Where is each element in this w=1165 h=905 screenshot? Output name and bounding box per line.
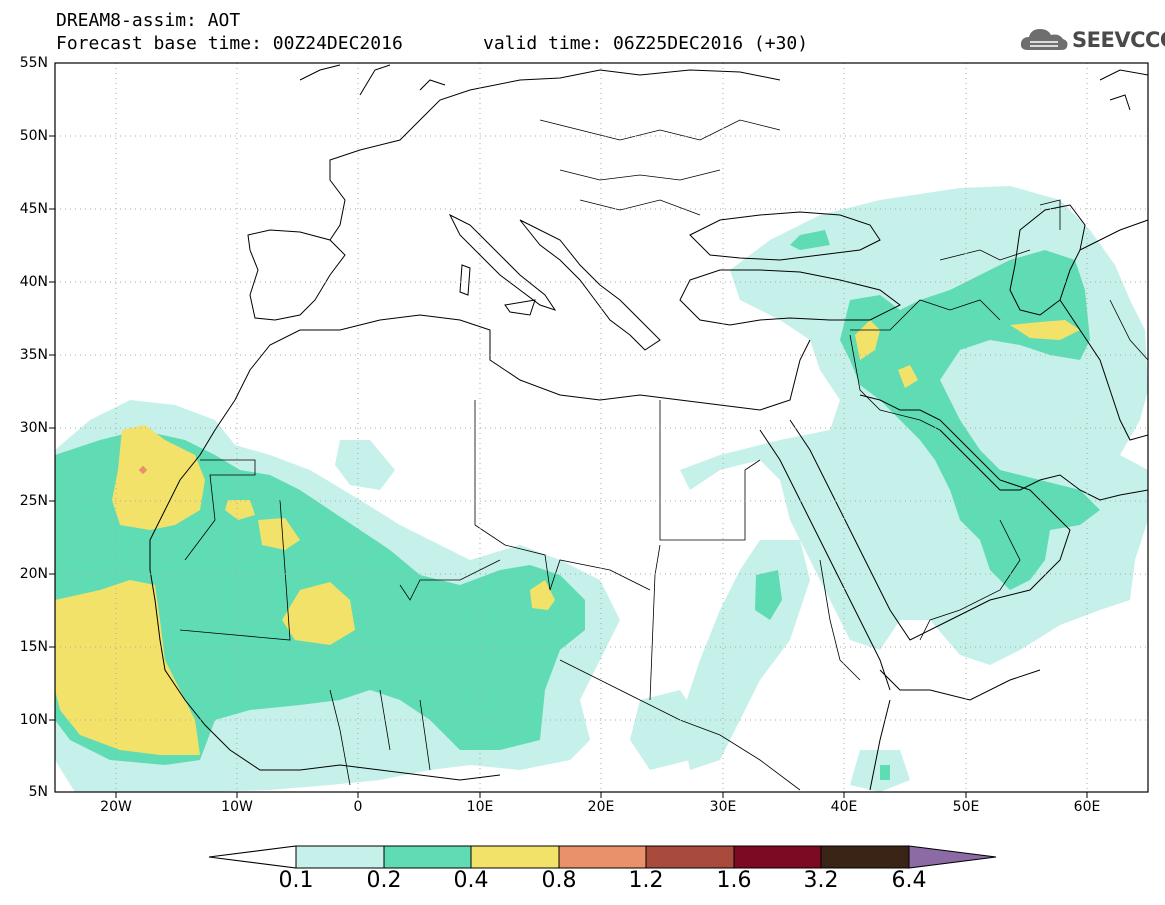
colorbar-label: 3.2	[803, 868, 839, 893]
valid-time: valid time: 06Z25DEC2016 (+30)	[483, 33, 809, 54]
colorbar-label: 0.2	[366, 868, 402, 893]
colorbar-label: 6.4	[891, 868, 927, 893]
lon-label: 20E	[587, 799, 615, 815]
colorbar-label: 0.8	[541, 868, 577, 893]
colorbar-bin-5	[645, 845, 735, 869]
coastlines	[149, 64, 1149, 791]
title-line-1: DREAM8-assim: AOT	[56, 10, 241, 31]
colorbar-over-arrow	[908, 845, 997, 869]
lat-label: 45N	[19, 201, 48, 217]
colorbar-label: 0.4	[453, 868, 489, 893]
lat-label: 5N	[28, 784, 48, 800]
colorbar-bin-6	[733, 845, 822, 869]
aot-level-0.4	[55, 320, 1080, 755]
lon-label: 0	[353, 799, 363, 815]
colorbar	[208, 845, 997, 869]
colorbar-label: 1.2	[628, 868, 664, 893]
lat-label: 15N	[19, 639, 48, 655]
lon-label: 40E	[830, 799, 858, 815]
lon-label: 50E	[952, 799, 980, 815]
cloud-icon	[1020, 29, 1068, 50]
lon-label: 60E	[1073, 799, 1101, 815]
seevccc-logo: SEEVCCC	[1018, 24, 1165, 56]
lat-label: 35N	[19, 347, 48, 363]
lat-label: 10N	[19, 712, 48, 728]
graticule	[55, 63, 1148, 792]
colorbar-bin-2	[383, 845, 472, 869]
title-line-2: Forecast base time: 00Z24DEC2016	[56, 33, 403, 54]
lon-label: 10E	[466, 799, 494, 815]
lat-label: 25N	[19, 493, 48, 509]
lat-label: 50N	[19, 128, 48, 144]
colorbar-under-arrow	[208, 845, 297, 869]
logo-text: SEEVCCC	[1072, 28, 1165, 52]
borders	[179, 119, 1149, 791]
colorbar-label: 1.6	[716, 868, 752, 893]
colorbar-bin-3	[470, 845, 560, 869]
lon-label: 30E	[709, 799, 737, 815]
lat-label: 20N	[19, 566, 48, 582]
lat-label: 55N	[19, 55, 48, 71]
aot-level-0.8-speck	[138, 465, 148, 475]
colorbar-bin-7	[820, 845, 910, 869]
lat-label: 40N	[19, 274, 48, 290]
lat-label: 30N	[19, 420, 48, 436]
lon-label: 10W	[221, 799, 253, 815]
colorbar-bin-1	[295, 845, 385, 869]
lon-label: 20W	[100, 799, 132, 815]
colorbar-bin-4	[558, 845, 647, 869]
colorbar-label: 0.1	[278, 868, 314, 893]
